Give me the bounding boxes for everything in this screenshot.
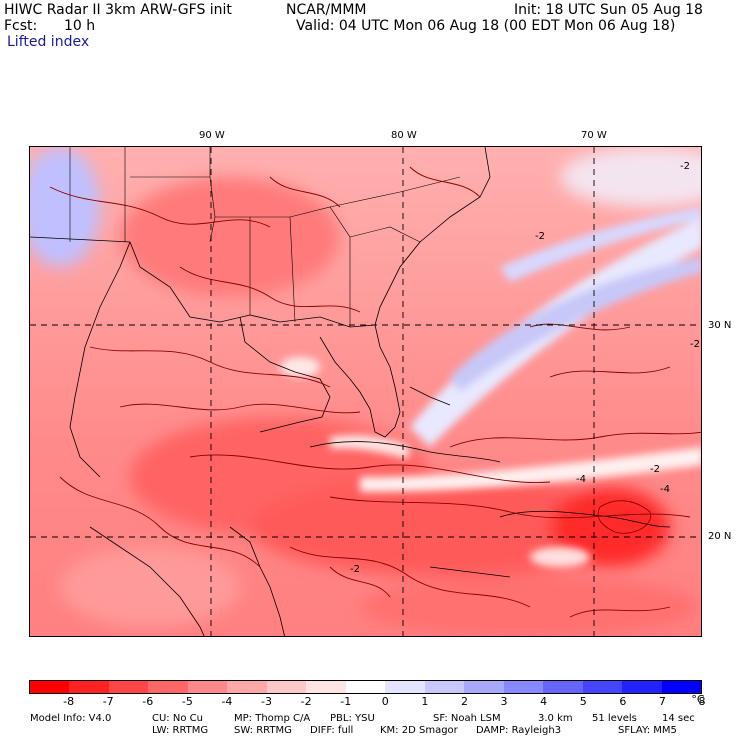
footer-sflay: SFLAY: MM5 [618, 725, 677, 736]
colorbar-swatch [108, 681, 149, 693]
contour-label: -2 [535, 231, 545, 242]
footer-shortwave: SW: RRTMG [234, 725, 292, 736]
colorbar-label: 4 [540, 695, 548, 708]
lon-label-80w: 80 W [391, 130, 417, 141]
contour-label: -2 [680, 161, 690, 172]
contour-label: -2 [690, 339, 700, 350]
colorbar-swatch [424, 681, 465, 693]
colorbar-label: 3 [500, 695, 508, 708]
contour-label-group: -2 -2 -2 -2 -4 -4 -2 [350, 161, 700, 575]
colorbar-label: 6 [619, 695, 627, 708]
footer-levels: 51 levels [592, 713, 637, 724]
colorbar-label: -3 [261, 695, 272, 708]
colorbar [29, 680, 702, 694]
colorbar-label: °C [691, 693, 705, 706]
colorbar-label: 0 [381, 695, 389, 708]
footer-model-info: Model Info: V4.0 [30, 713, 112, 724]
org-label: NCAR/MMM [286, 2, 367, 18]
colorbar-label: -7 [102, 695, 114, 708]
model-title: HIWC Radar II 3km ARW-GFS init [4, 2, 232, 18]
contour-label: -2 [350, 564, 360, 575]
colorbar-label: 7 [658, 695, 666, 708]
colorbar-swatch [306, 681, 346, 693]
colorbar-label: -1 [340, 695, 352, 708]
forecast-label: Fcst: [4, 18, 38, 34]
colorbar-label: -8 [63, 695, 75, 708]
footer-km: KM: 2D Smagor [380, 725, 458, 736]
contour-lines [49, 166, 701, 618]
stable-band [280, 207, 701, 567]
footer-surface: SF: Noah LSM [433, 713, 501, 724]
footer-damp: DAMP: Rayleigh3 [476, 725, 562, 736]
colorbar-label: 5 [579, 695, 587, 708]
init-time: Init: 18 UTC Sun 05 Aug 18 [514, 2, 703, 18]
footer-longwave: LW: RRTMG [152, 725, 209, 736]
colorbar-swatch [187, 681, 228, 693]
colorbar-swatch [582, 681, 623, 693]
colorbar-swatch [69, 681, 109, 693]
colorbar-swatch [148, 681, 188, 693]
footer-microphysics: MP: Thomp C/A [234, 713, 311, 724]
colorbar-swatch [266, 681, 307, 693]
lon-label-70w: 70 W [581, 130, 607, 141]
state-boundaries [69, 147, 461, 327]
contour-label: -4 [576, 474, 586, 485]
colorbar-swatch [30, 681, 70, 693]
colorbar-label: -5 [181, 695, 193, 708]
field-name: Lifted index [7, 34, 90, 50]
colorbar-label: -2 [300, 695, 312, 708]
footer-diffusion: DIFF: full [310, 725, 354, 736]
colorbar-swatch [503, 681, 544, 693]
colorbar-label: 2 [460, 695, 468, 708]
colorbar-swatch [464, 681, 504, 693]
contour-label: -2 [650, 464, 660, 475]
map-canvas: -2 -2 -2 -2 -4 -4 -2 [30, 147, 701, 636]
colorbar-swatch [543, 681, 583, 693]
colorbar-swatch [345, 681, 386, 693]
footer-timestep: 14 sec [662, 713, 695, 724]
footer-cumulus: CU: No Cu [152, 713, 203, 724]
colorbar-label: -4 [221, 695, 233, 708]
colorbar-label: 8 [698, 695, 706, 708]
lon-label-90w: 90 W [199, 130, 225, 141]
footer-resolution: 3.0 km [538, 713, 573, 724]
colorbar-swatch [622, 681, 662, 693]
colorbar-label: -6 [142, 695, 154, 708]
valid-time: Valid: 04 UTC Mon 06 Aug 18 (00 EDT Mon … [296, 18, 676, 34]
graticule [30, 147, 701, 636]
footer-pbl: PBL: YSU [330, 713, 375, 724]
lat-label-20n: 20 N [708, 531, 732, 542]
colorbar-swatch [227, 681, 267, 693]
contour-label: -4 [660, 484, 670, 495]
forecast-hour: 10 h [64, 18, 96, 34]
colorbar-label: 1 [421, 695, 429, 708]
lifted-index-map: -2 -2 -2 -2 -4 -4 -2 [29, 146, 702, 637]
lat-label-30n: 30 N [708, 320, 732, 331]
colorbar-swatch [385, 681, 425, 693]
colorbar-swatch [661, 681, 701, 693]
